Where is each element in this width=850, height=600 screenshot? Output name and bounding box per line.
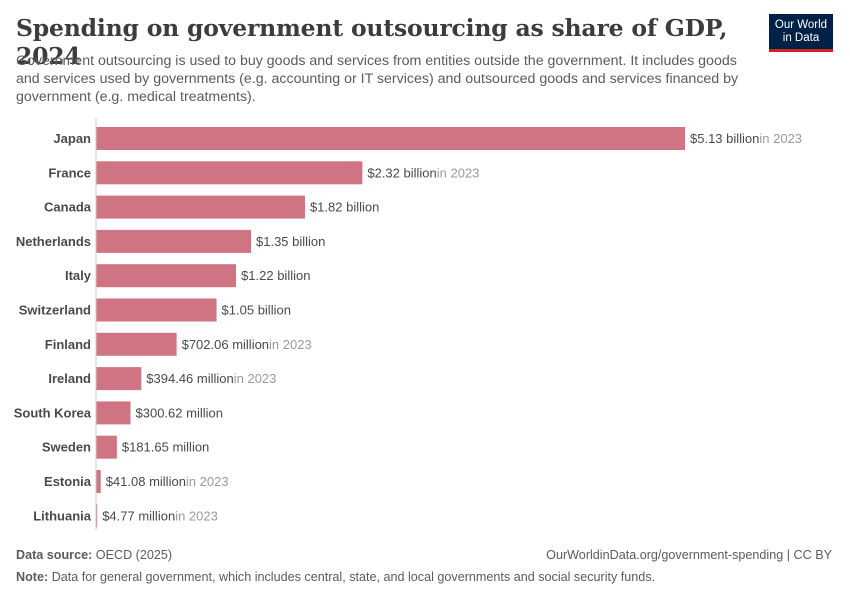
bar <box>96 298 217 322</box>
bar-chart: Japan $5.13 billionin 2023 France $2.32 bil… <box>14 118 802 530</box>
category-label: Lithuania <box>33 508 92 523</box>
category-label: Finland <box>45 337 91 352</box>
logo-line-1: Our World <box>774 19 828 31</box>
bar <box>96 127 685 150</box>
category-label: France <box>48 165 91 180</box>
value-label: $1.05 billion <box>222 303 291 318</box>
category-label: Sweden <box>42 440 91 455</box>
category-label: Estonia <box>44 474 92 489</box>
chart-title: Spending on government outsourcing as sh… <box>16 14 728 70</box>
value-label: $4.77 millionin 2023 <box>102 508 218 523</box>
value-label: $394.46 millionin 2023 <box>146 371 276 386</box>
value-label: $1.22 billion <box>241 268 310 283</box>
owid-logo[interactable]: Our World in Data <box>769 14 833 52</box>
category-label: Netherlands <box>16 234 91 249</box>
bar <box>96 229 251 253</box>
value-label: $702.06 millionin 2023 <box>182 337 312 352</box>
bar <box>96 401 131 425</box>
bar <box>96 264 237 288</box>
category-label: Japan <box>53 131 91 146</box>
bar <box>96 470 101 493</box>
bar <box>96 332 177 356</box>
note-text: Data for general government, which inclu… <box>51 570 656 584</box>
source-label: Data source: <box>16 548 93 562</box>
category-label: Ireland <box>48 371 91 386</box>
bar <box>96 504 98 528</box>
category-label: Switzerland <box>19 303 91 318</box>
bar <box>96 435 117 459</box>
category-label: South Korea <box>14 405 92 420</box>
bar <box>96 367 142 391</box>
chart-subtitle: Government outsourcing is used to buy go… <box>16 53 739 105</box>
note-label: Note: <box>16 570 49 584</box>
logo-line-2: in Data <box>782 32 820 44</box>
value-label: $181.65 million <box>122 440 209 455</box>
value-label: $300.62 million <box>136 405 223 420</box>
bar <box>96 161 363 185</box>
value-label: $1.35 billion <box>256 234 325 249</box>
category-label: Canada <box>44 200 92 215</box>
value-label: $1.82 billion <box>310 200 379 215</box>
value-label: $5.13 billionin 2023 <box>690 131 802 146</box>
value-label: $2.32 billionin 2023 <box>367 165 479 180</box>
footer-url[interactable]: OurWorldinData.org/government-spending |… <box>546 548 832 562</box>
category-label: Italy <box>65 268 92 283</box>
footer-note: Note: Data for general government, which… <box>16 570 832 584</box>
footer-source: Data source: OECD (2025) OurWorldinData.… <box>16 548 832 562</box>
bar <box>96 195 305 219</box>
value-label: $41.08 millionin 2023 <box>106 474 229 489</box>
source-value[interactable]: OECD (2025) <box>95 548 173 562</box>
